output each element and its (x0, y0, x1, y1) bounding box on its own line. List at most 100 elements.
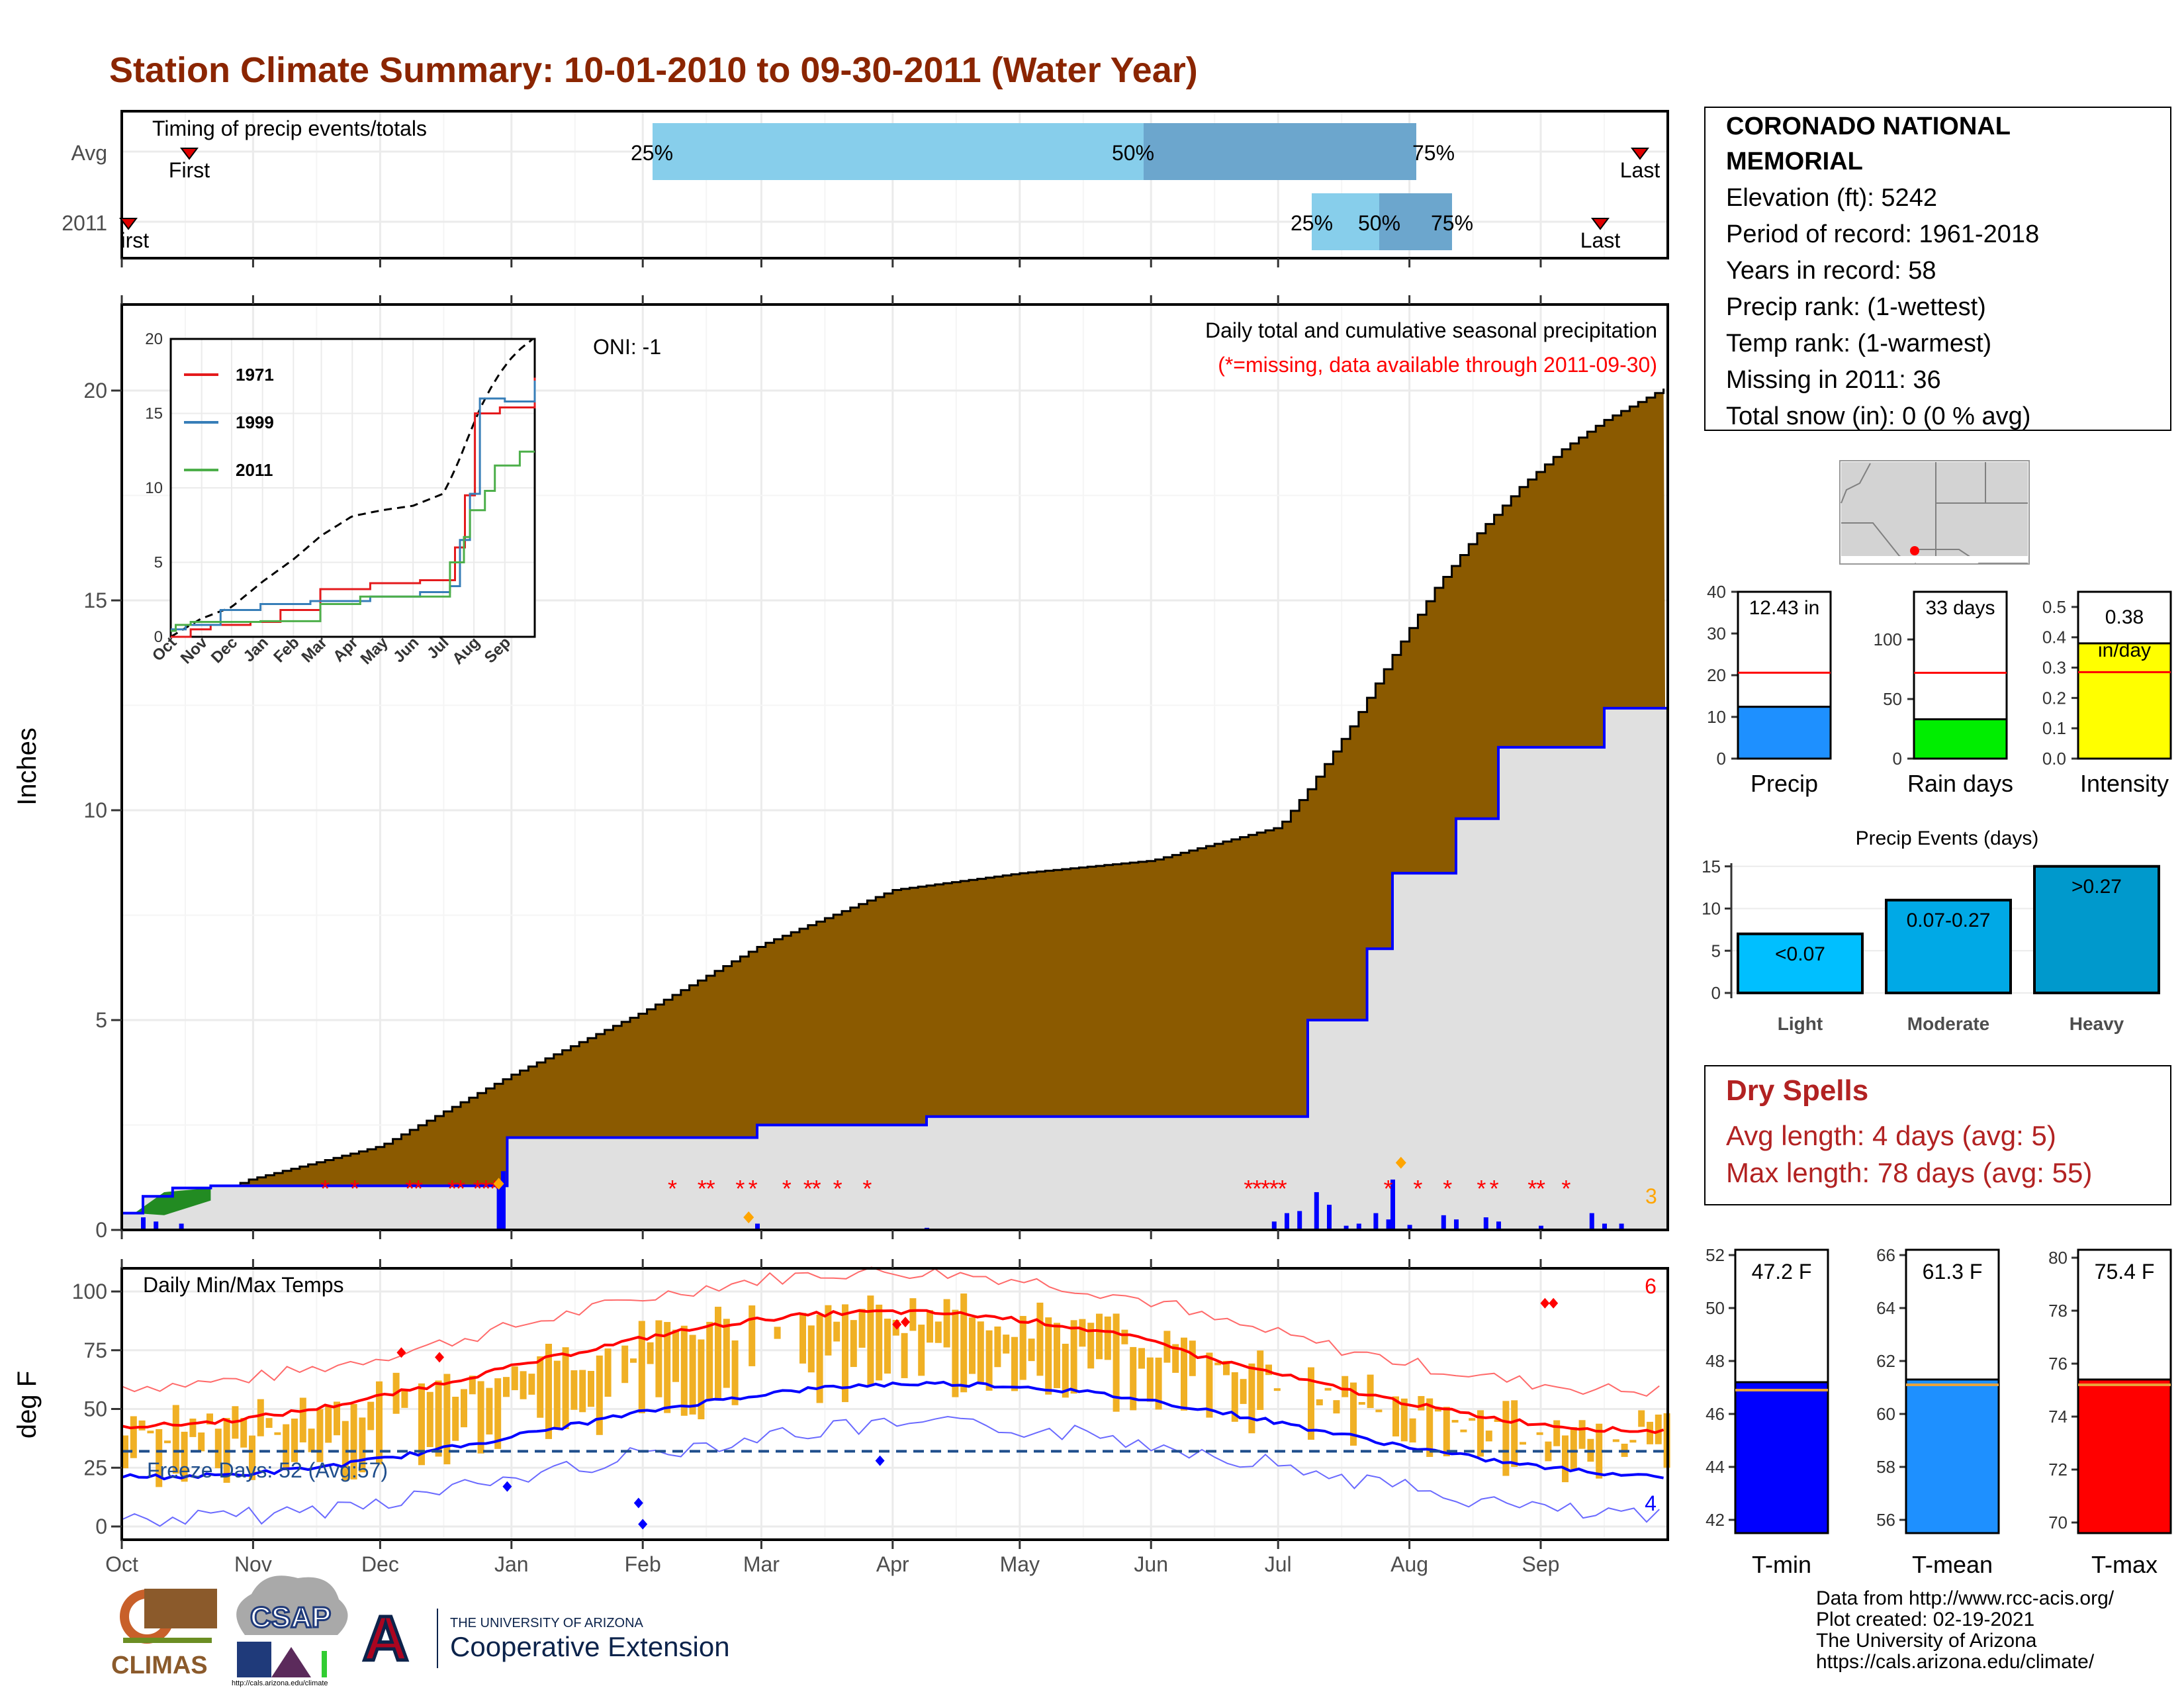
summary-bar-value-text: 12.43 in (1749, 597, 1820, 619)
daily-temp-bar (494, 1378, 502, 1449)
daily-temp-bar (214, 1429, 222, 1469)
events-bar-range: <0.07 (1775, 943, 1825, 965)
missing-marker: * (698, 1175, 707, 1202)
events-bar (1737, 932, 1864, 994)
temp-panel: 0 25 50 75 100 deg F Daily Min/Max Temps Fre… (13, 1259, 1670, 1576)
precip-title: Daily total and cumulative seasonal prec… (1205, 318, 1657, 342)
csap-logo-text: CSAP (250, 1601, 331, 1634)
daily-precip-bar (1390, 1179, 1395, 1230)
daily-temp-bar (164, 1440, 171, 1444)
daily-temp-bar (1494, 1419, 1501, 1423)
daily-temp-bar (1333, 1400, 1340, 1414)
daily-temp-bar (588, 1370, 594, 1407)
record-high-marker (396, 1347, 406, 1358)
events-bar (1885, 898, 2012, 994)
temp-bar-tick: 60 (1876, 1404, 1895, 1424)
missing-marker: * (1252, 1175, 1261, 1202)
daily-precip-bar (1539, 1225, 1543, 1230)
record-marker (493, 1178, 504, 1190)
daily-temp-bar (1231, 1372, 1238, 1422)
footer-credits: Data from http://www.rcc-acis.org/ Plot … (1816, 1587, 2115, 1673)
daily-temp-bar (858, 1309, 866, 1348)
inset-series-line (171, 450, 535, 632)
csap-url: http://cals.arizona.edu/climate (232, 1679, 328, 1687)
daily-temp-bar (274, 1432, 281, 1435)
temp-bar-tick: 48 (1706, 1351, 1725, 1371)
daily-temp-bar (147, 1430, 154, 1434)
daily-temp-bar (867, 1295, 874, 1386)
daily-temp-bar (1054, 1323, 1060, 1389)
daily-temp-bar (621, 1345, 629, 1383)
daily-temp-bar (1214, 1362, 1222, 1366)
daily-temp-bar (918, 1325, 925, 1376)
daily-temp-bar (1596, 1423, 1603, 1479)
daily-temp-bar (952, 1309, 959, 1397)
inset-legend-label: 2011 (236, 460, 273, 480)
inset-avg-line (170, 338, 533, 638)
missing-marker: * (1536, 1175, 1545, 1202)
daily-temp-bar (1096, 1313, 1103, 1360)
daily-temp-bar (1113, 1313, 1120, 1412)
daily-temp-bar (443, 1374, 451, 1465)
daily-temp-bar (1019, 1315, 1026, 1380)
temp-bar-label: T-mean (1912, 1551, 1993, 1578)
climas-logo: CLIMAS (111, 1589, 217, 1679)
station-info-line: Temp rank: (1-warmest) (1726, 330, 1991, 357)
summary-bar-value (1737, 706, 1832, 760)
daily-precip-bar (1589, 1213, 1594, 1230)
daily-temp-bar (1206, 1352, 1213, 1418)
daily-temp-bar (1647, 1421, 1653, 1444)
daily-precip-bar (1327, 1204, 1332, 1230)
avg-p50-label: 50% (1112, 141, 1154, 165)
freeze-days-label: Freeze Days: 52 (Avg:57) (147, 1458, 388, 1482)
inset-ytick: 0 (154, 628, 163, 646)
summary-bar-value-text: 0.38 (2105, 606, 2144, 628)
missing-marker: * (473, 1175, 482, 1202)
daily-temp-bar (994, 1326, 1001, 1368)
daily-temp-bar (477, 1381, 484, 1454)
inset-month-label: Nov (177, 633, 212, 668)
daily-temp-bar (1045, 1317, 1052, 1395)
inset-legend-label: 1971 (236, 365, 274, 385)
record-high-marker (901, 1317, 910, 1328)
record-high-line (121, 1266, 1660, 1397)
daily-temp-bar (341, 1421, 349, 1481)
daily-temp-bar (1477, 1410, 1484, 1457)
summary-bar-tick: 0.5 (2042, 597, 2066, 617)
daily-temp-bar (486, 1387, 493, 1435)
temp-bar-value (1905, 1378, 2000, 1534)
daily-temp-bar (537, 1356, 544, 1418)
above-average-area (134, 1188, 211, 1215)
daily-precip-bar (755, 1223, 760, 1230)
summary-bar-tick: 0.1 (2042, 718, 2066, 738)
temp-title: Daily Min/Max Temps (143, 1273, 343, 1297)
record-high-marker (1540, 1297, 1550, 1309)
events-bar-range: >0.27 (2071, 876, 2122, 898)
daily-temp-bar (833, 1321, 841, 1342)
station-location-marker (1910, 546, 1919, 555)
temp-bar-value-text: 47.2 F (1752, 1260, 1812, 1284)
avg-cumulative-line (122, 389, 1665, 1231)
temp-bar-value-text: 61.3 F (1923, 1260, 1983, 1284)
missing-marker: * (1413, 1175, 1422, 1202)
avg-last-marker (1631, 148, 1649, 160)
inset-month-label: Aug (449, 633, 483, 668)
daily-temp-bar (943, 1299, 950, 1348)
temp-bar-tick: 42 (1706, 1510, 1725, 1530)
daily-temp-bar (1358, 1402, 1365, 1405)
daily-temp-bar (1240, 1379, 1247, 1404)
missing-marker: * (405, 1175, 414, 1202)
daily-temp-bar (503, 1377, 510, 1397)
daily-temp-bar (1087, 1323, 1095, 1369)
events-category: Light (1778, 1013, 1823, 1034)
avg-last-label: Last (1620, 158, 1661, 182)
record-low-line (121, 1415, 1660, 1527)
month-label: Mar (743, 1552, 780, 1576)
record-marker (1395, 1156, 1406, 1169)
inset-month-label: May (357, 633, 392, 669)
inset-month-label: Jun (390, 633, 422, 666)
station-name-line2: MEMORIAL (1726, 148, 1863, 175)
daily-temp-bar (1655, 1414, 1662, 1444)
daily-temp-bar (1316, 1399, 1323, 1406)
